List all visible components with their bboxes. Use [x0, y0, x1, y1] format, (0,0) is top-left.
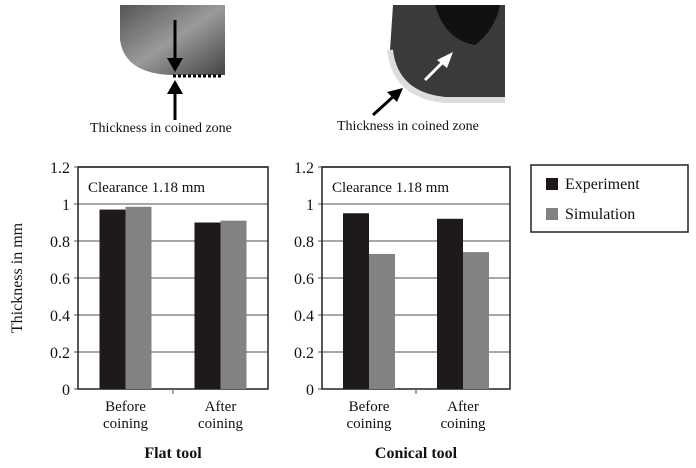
arrow-up-icon [167, 80, 183, 120]
y-tick-label: 0.8 [294, 234, 314, 251]
y-tick-label: 0.8 [50, 234, 70, 251]
y-tick-label: 0.6 [294, 271, 314, 288]
legend-label: Simulation [565, 206, 635, 223]
conical-caption: Thickness in coined zone [337, 119, 479, 134]
x-tick-label: Before [349, 399, 390, 415]
y-tick-label: 0 [306, 382, 314, 399]
x-tick-label: coining [441, 416, 486, 432]
y-tick-label: 1 [306, 197, 314, 214]
x-tick-label: coining [103, 416, 148, 432]
bar-simulation [220, 220, 247, 389]
bar-simulation [463, 252, 489, 389]
clearance-annotation: Clearance 1.18 mm [88, 180, 205, 196]
y-tick-label: 0.6 [50, 271, 70, 288]
bar-experiment [437, 218, 463, 389]
y-axis-label: Thickness in mm [9, 222, 26, 333]
bar-simulation [369, 253, 395, 389]
y-tick-label: 0.2 [50, 345, 70, 362]
legend [530, 164, 689, 233]
y-tick-label: 1 [62, 197, 70, 214]
y-tick-label: 0.4 [50, 308, 70, 325]
flat-tool-photo [120, 5, 225, 78]
y-tick-label: 0 [62, 382, 70, 399]
bar-experiment [343, 213, 369, 389]
y-tick-label: 0.2 [294, 345, 314, 362]
legend-swatch [546, 208, 558, 220]
y-tick-label: 0.4 [294, 308, 314, 325]
x-tick-label: Before [105, 399, 146, 415]
y-tick-label: 1.2 [50, 160, 70, 177]
x-tick-label: After [205, 399, 237, 415]
x-tick-label: After [447, 399, 479, 415]
bar-experiment [99, 209, 126, 389]
conical-tool-photo [371, 5, 505, 117]
flat-caption: Thickness in coined zone [90, 121, 232, 136]
bar-experiment [194, 222, 221, 389]
chart-title: Flat tool [144, 445, 202, 462]
x-tick-label: coining [198, 416, 243, 432]
x-tick-label: coining [347, 416, 392, 432]
legend-label: Experiment [565, 176, 640, 193]
legend-swatch [546, 178, 558, 190]
y-tick-label: 1.2 [294, 160, 314, 177]
bar-simulation [125, 206, 152, 389]
chart-title: Conical tool [375, 445, 458, 462]
clearance-annotation: Clearance 1.18 mm [332, 180, 449, 196]
